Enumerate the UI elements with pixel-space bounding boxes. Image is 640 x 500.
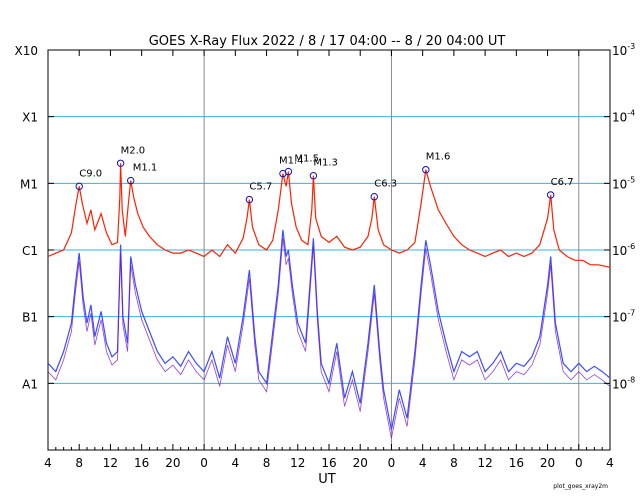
x-tick-label-15: 16 (509, 456, 524, 470)
x-tick-label-9: 16 (321, 456, 336, 470)
flare-label-m1-3: M1.3 (313, 158, 338, 169)
x-tick-label-6: 4 (232, 456, 240, 470)
x-tick-label-7: 8 (263, 456, 271, 470)
x-tick-label-0: 4 (44, 456, 52, 470)
y-power-label-5: 10-8 (612, 375, 635, 391)
flare-label-m1-4: M1.4 (279, 156, 304, 167)
y-class-label-m1: M1 (20, 177, 38, 191)
y-power-label-3: 10-6 (612, 242, 635, 258)
x-tick-label-11: 0 (388, 456, 396, 470)
long-channel-line (47, 163, 611, 268)
flare-label-c5-7: C5.7 (249, 182, 272, 193)
flare-label-m1-5: M1.5 (294, 154, 319, 165)
x-tick-label-1: 8 (75, 456, 83, 470)
x-tick-label-2: 12 (103, 456, 118, 470)
y-class-label-x10: X10 (15, 44, 39, 58)
x-tick-label-4: 20 (165, 456, 180, 470)
x-tick-label-12: 4 (419, 456, 427, 470)
series-layer (47, 163, 611, 439)
flare-marker-m1-1 (127, 176, 135, 185)
flare-marker-m1-5 (284, 167, 293, 176)
x-tick-label-16: 20 (540, 456, 555, 470)
flare-markers: C9.0 M2.0 M1.1 C5.7 M1.4M1.5M1.3 C6.3 M1.6 C6.7 (75, 145, 574, 204)
x-tick-label-14: 12 (477, 456, 492, 470)
flare-marker-c6-7 (546, 191, 555, 199)
y-power-label-0: 10-3 (612, 42, 635, 58)
flare-marker-m1-3 (309, 172, 318, 180)
flare-label-c9-0: C9.0 (79, 168, 102, 179)
y-class-label-a1: A1 (22, 377, 38, 391)
flare-marker-m2-0 (116, 159, 125, 167)
x-axis-label: UT (318, 472, 336, 487)
flare-label-m2-0: M2.0 (121, 145, 146, 156)
flare-label-m1-1: M1.1 (133, 163, 158, 174)
x-tick-label-5: 0 (200, 456, 208, 470)
flare-marker-c6-3 (370, 193, 378, 201)
grid-layer (48, 50, 610, 450)
y-class-label-x1: X1 (22, 111, 38, 125)
flare-marker-c5-7 (245, 195, 254, 204)
axes: X10 X1 M1 C1 B1 A1 10-3 10-4 10-5 10-6 10-7 10-8 4 8 1… (15, 42, 636, 470)
x-tick-label-17: 0 (575, 456, 583, 470)
y-power-label-2: 10-5 (612, 175, 635, 191)
x-tick-label-3: 16 (134, 456, 149, 470)
flare-label-c6-7: C6.7 (551, 177, 574, 188)
flare-marker-m1-6 (422, 166, 430, 174)
x-tick-label-18: 4 (606, 456, 614, 470)
y-power-label-4: 10-7 (612, 309, 635, 325)
credit-text: plot_goes_xray2m (553, 483, 608, 490)
short-channel-secondary-line (47, 238, 611, 439)
flare-label-c6-3: C6.3 (374, 179, 397, 190)
chart-title: GOES X-Ray Flux 2022 / 8 / 17 04:00 -- 8… (149, 34, 506, 49)
flare-marker-c9-0 (75, 182, 83, 191)
flare-label-m1-6: M1.6 (426, 152, 451, 163)
short-channel-line (47, 229, 611, 431)
x-tick-label-10: 20 (353, 456, 368, 470)
y-class-label-c1: C1 (22, 244, 38, 258)
y-power-label-1: 10-4 (612, 109, 635, 125)
x-tick-label-8: 12 (290, 456, 305, 470)
x-tick-label-13: 8 (450, 456, 458, 470)
y-class-label-b1: B1 (22, 311, 38, 325)
